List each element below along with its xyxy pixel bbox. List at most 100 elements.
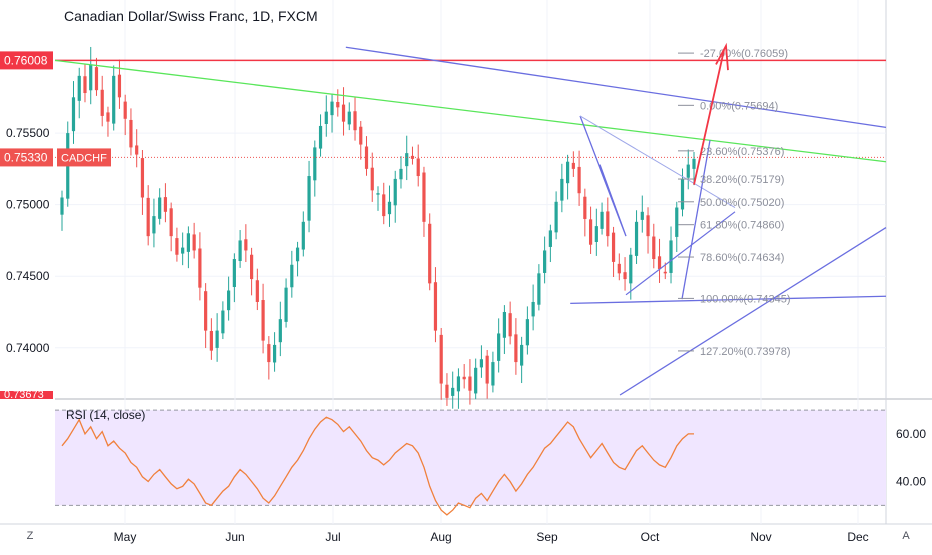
candle-body	[692, 158, 696, 169]
candle-body	[94, 67, 99, 91]
fib-level-label: 38.20%(0.75179)	[700, 174, 784, 186]
candle-body	[491, 362, 495, 386]
x-tick-label: Jul	[325, 530, 340, 544]
candle-body	[301, 221, 305, 250]
candle-body	[163, 197, 168, 212]
candle-body	[318, 125, 323, 149]
candle-body	[186, 233, 190, 252]
candle-body	[278, 319, 282, 343]
candle-body	[606, 211, 610, 237]
candle-body	[657, 256, 662, 270]
candle-body	[422, 172, 426, 222]
impulse-leg	[681, 140, 711, 300]
candle-body	[336, 102, 340, 108]
candle-body	[71, 97, 76, 132]
candle-body	[250, 254, 254, 280]
candle-body	[135, 145, 139, 155]
candle-body	[617, 263, 621, 274]
candle-body	[468, 376, 472, 391]
candle-body	[571, 162, 575, 169]
candle-body	[158, 197, 162, 219]
candle-body	[146, 197, 150, 237]
candle-body	[227, 290, 231, 311]
price-badge	[0, 51, 53, 70]
fib-level-label: 127.20%(0.73978)	[700, 346, 791, 358]
green-trendline	[54, 59, 887, 163]
candle-body	[520, 344, 524, 366]
candle-body	[600, 211, 604, 229]
candle-body	[416, 158, 420, 177]
chart-title: Canadian Dollar/Swiss Franc, 1D, FXCM	[64, 8, 318, 24]
candle-body	[117, 74, 122, 98]
candle-body	[359, 126, 363, 145]
candle-body	[479, 359, 484, 368]
candle-body	[307, 176, 311, 221]
candle-body	[433, 282, 438, 331]
candle-body	[169, 208, 173, 237]
rising-line	[619, 227, 887, 396]
candle-body	[192, 234, 196, 251]
candle-body	[313, 147, 317, 181]
candle-body	[537, 273, 541, 305]
candle-body	[341, 104, 346, 122]
y-tick-label: 0.75000	[6, 198, 50, 212]
candle-body	[272, 344, 277, 363]
candle-body	[261, 300, 265, 341]
rsi-band	[55, 410, 886, 506]
x-tick-label: Jun	[225, 530, 244, 544]
candle-body	[60, 197, 64, 215]
x-tick-label: Aug	[430, 530, 451, 544]
candle-body	[83, 76, 87, 94]
candle-body	[594, 226, 598, 242]
candle-body	[439, 334, 443, 384]
clipped-price-label: 0.73673	[4, 389, 44, 401]
candle-body	[588, 219, 593, 245]
fib-level-label: 23.60%(0.75376)	[700, 146, 784, 158]
upper-channel-line	[345, 46, 887, 129]
x-tick-label: May	[114, 530, 137, 544]
candle-body	[267, 344, 271, 363]
candle-body	[376, 193, 380, 195]
fib-level-label: -27.00%(0.76059)	[700, 48, 788, 60]
candle-body	[284, 287, 288, 322]
candle-body	[123, 101, 127, 119]
x-tick-label: Oct	[641, 530, 660, 544]
wedge-left	[579, 115, 627, 237]
clipped-price-badge	[0, 391, 53, 399]
fib-level-label: 100.00%(0.74345)	[700, 293, 791, 305]
rsi-tick-label: 60.00	[896, 427, 926, 441]
fib-level-label: 61.80%(0.74860)	[700, 220, 784, 232]
candle-body	[140, 158, 145, 198]
candle-body	[387, 201, 392, 215]
candle-body	[663, 271, 667, 274]
candle-body	[502, 311, 506, 338]
candle-body	[640, 211, 644, 220]
price-badge-label: 0.75330	[4, 150, 48, 164]
candle-body	[611, 232, 616, 262]
auto-scale-button[interactable]: A	[902, 530, 910, 542]
projection-arrow	[693, 49, 725, 185]
candle-body	[497, 333, 501, 361]
x-tick-label: Sep	[536, 530, 558, 544]
candle-body	[129, 119, 133, 148]
candle-body	[238, 240, 242, 261]
candle-body	[244, 239, 248, 251]
candle-body	[152, 216, 156, 234]
rsi-title: RSI (14, close)	[66, 408, 145, 422]
candle-body	[364, 146, 369, 169]
candle-body	[399, 168, 403, 180]
candle-body	[652, 236, 656, 260]
candle-body	[89, 64, 93, 91]
fib-level-label: 78.60%(0.74634)	[700, 252, 784, 264]
candle-body	[675, 207, 679, 237]
candle-body	[347, 111, 351, 125]
y-tick-label: 0.74000	[6, 341, 50, 355]
price-badge-label: 0.76008	[4, 53, 48, 67]
candle-body	[669, 240, 673, 273]
price-badge	[0, 148, 53, 167]
timezone-button[interactable]: Z	[26, 530, 34, 542]
candle-body	[686, 164, 690, 178]
candle-body	[209, 330, 213, 351]
